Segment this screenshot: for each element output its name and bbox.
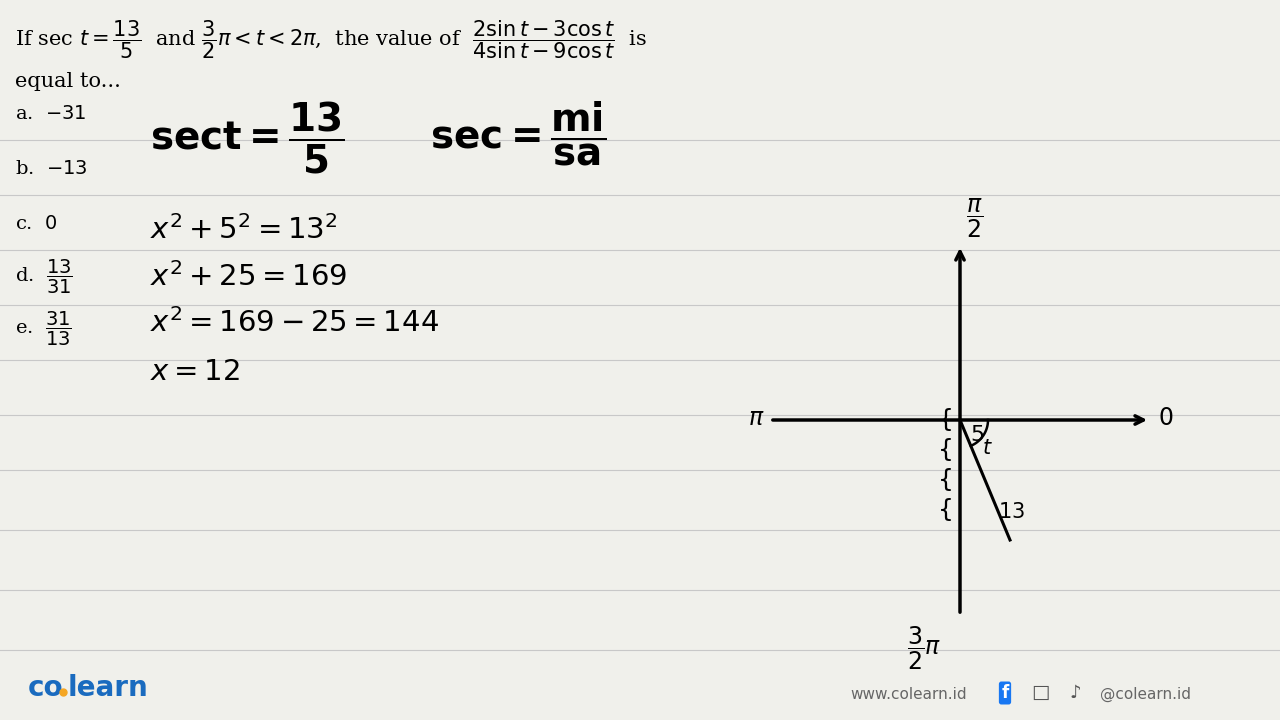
Text: b.  $-13$: b. $-13$ — [15, 160, 87, 178]
Text: $13$: $13$ — [998, 502, 1025, 522]
Text: $0$: $0$ — [1158, 406, 1174, 430]
Text: www.colearn.id: www.colearn.id — [850, 687, 966, 702]
Text: ♪: ♪ — [1069, 684, 1080, 702]
Text: $\dfrac{3}{2}\pi$: $\dfrac{3}{2}\pi$ — [908, 625, 942, 672]
Text: co: co — [28, 674, 64, 702]
Text: □: □ — [1030, 683, 1050, 702]
Text: $x^2+25=169$: $x^2+25=169$ — [150, 262, 347, 292]
Text: equal to...: equal to... — [15, 72, 120, 91]
Text: {: { — [938, 408, 954, 432]
Text: $x = 12$: $x = 12$ — [150, 358, 239, 386]
Text: a.  $-31$: a. $-31$ — [15, 105, 87, 123]
Text: $\pi$: $\pi$ — [749, 406, 765, 430]
Text: $x^2=169-25=144$: $x^2=169-25=144$ — [150, 308, 439, 338]
Text: f: f — [1001, 684, 1009, 702]
Text: $t$: $t$ — [982, 438, 993, 458]
Text: {: { — [938, 438, 954, 462]
Text: d.  $\dfrac{13}{31}$: d. $\dfrac{13}{31}$ — [15, 258, 73, 296]
Text: $\mathbf{sect=\dfrac{13}{5}}$: $\mathbf{sect=\dfrac{13}{5}}$ — [150, 100, 344, 176]
Text: If sec $t = \dfrac{13}{5}$  and $\dfrac{3}{2}\pi < t < 2\pi$,  the value of  $\d: If sec $t = \dfrac{13}{5}$ and $\dfrac{3… — [15, 18, 648, 60]
Text: c.  $0$: c. $0$ — [15, 215, 58, 233]
Text: learn: learn — [68, 674, 148, 702]
Text: {: { — [938, 498, 954, 522]
Text: $\mathbf{sec=\dfrac{mi}{sa}}$: $\mathbf{sec=\dfrac{mi}{sa}}$ — [430, 100, 607, 168]
Text: e.  $\dfrac{31}{13}$: e. $\dfrac{31}{13}$ — [15, 310, 72, 348]
Text: $5$: $5$ — [970, 425, 984, 445]
Text: $x^2+5^2=13^2$: $x^2+5^2=13^2$ — [150, 215, 338, 245]
Text: @colearn.id: @colearn.id — [1100, 687, 1190, 702]
Text: $\dfrac{\pi}{2}$: $\dfrac{\pi}{2}$ — [966, 197, 983, 240]
Text: {: { — [938, 468, 954, 492]
